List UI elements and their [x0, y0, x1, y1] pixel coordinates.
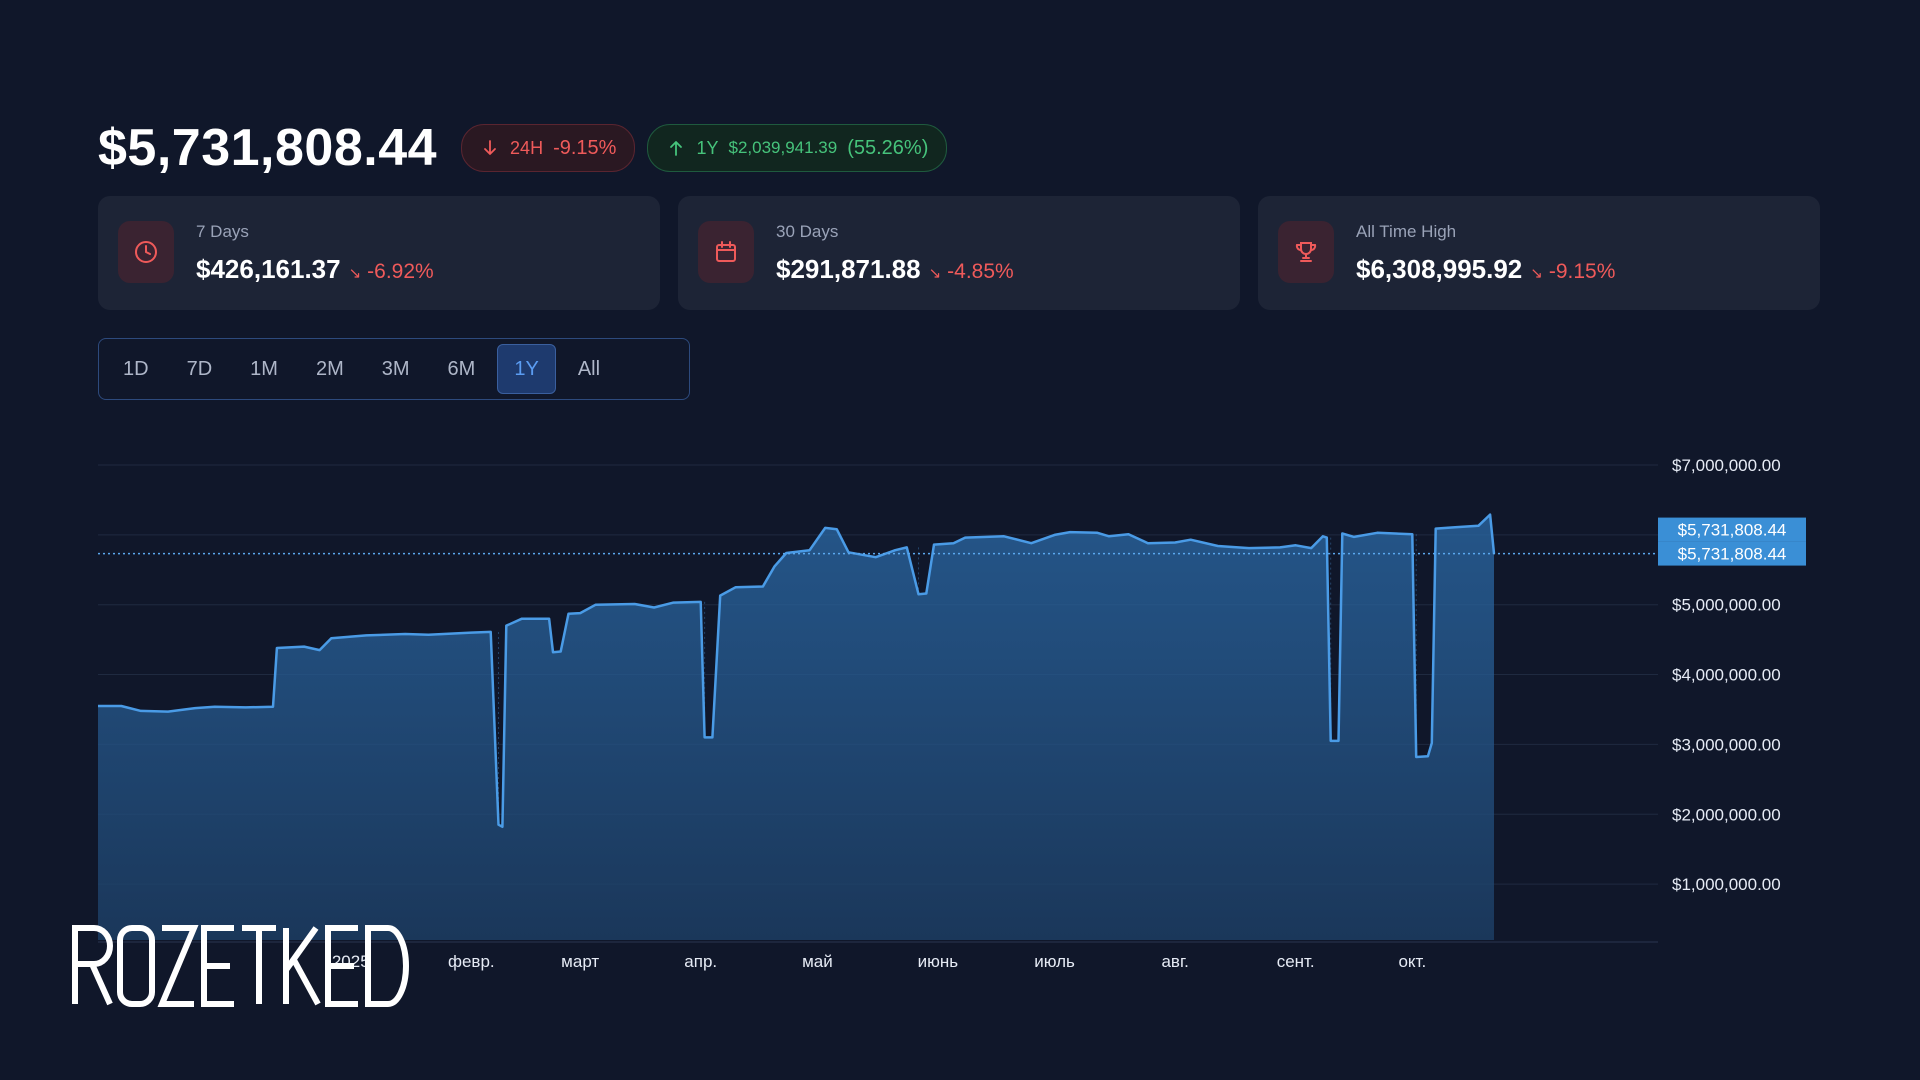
stat-card-value-row: $426,161.37 ↘ -6.92% — [196, 254, 434, 285]
stat-card-title: 7 Days — [196, 222, 249, 241]
stat-card-change: ↘ -4.85% — [929, 260, 1014, 283]
y-tick-label: $5,000,000.00 — [1672, 596, 1781, 615]
stat-card-change: ↘ -6.92% — [349, 260, 434, 283]
clock-icon — [118, 221, 174, 283]
portfolio-value-chart: $5,731,808.44 $5,731,808.44 $1,000,000.00 $… — [98, 456, 1806, 971]
x-tick-label: сент. — [1277, 952, 1315, 971]
range-button-2m[interactable]: 2M — [315, 357, 344, 380]
y-tick-label: $3,000,000.00 — [1672, 735, 1781, 754]
stat-card-all-time-high: All Time High $6,308,995.92 ↘ -9.15% — [1258, 196, 1820, 310]
stat-card-value: $291,871.88 — [776, 254, 921, 284]
x-tick-label: февр. — [448, 952, 495, 971]
change-1y-label: 1Y — [696, 137, 719, 158]
change-1y-percent: (55.26%) — [847, 136, 929, 159]
portfolio-total-value: $5,731,808.44 — [98, 119, 438, 177]
y-tick-label: $4,000,000.00 — [1672, 666, 1781, 685]
range-button-all[interactable]: All — [577, 357, 601, 380]
time-range-selector: 1D 7D 1M 2M 3M 6M 1Y All — [98, 338, 690, 400]
stat-card-value: $426,161.37 — [196, 254, 341, 284]
stat-card-title: All Time High — [1356, 222, 1457, 241]
calendar-icon — [698, 221, 754, 283]
range-button-1y[interactable]: 1Y — [497, 344, 556, 394]
trend-down-icon: ↘ — [1530, 265, 1543, 282]
current-value-label: $5,731,808.44 — [1678, 521, 1787, 540]
change-1y-badge: 1Y $2,039,941.39 (55.26%) — [647, 124, 948, 172]
change-1y-amount: $2,039,941.39 — [728, 138, 838, 157]
current-value-label: $5,731,808.44 — [1678, 545, 1787, 564]
range-button-6m[interactable]: 6M — [447, 357, 476, 380]
stat-card-7-days: 7 Days $426,161.37 ↘ -6.92% — [98, 196, 660, 310]
x-tick-label: май — [802, 952, 833, 971]
range-button-1d[interactable]: 1D — [123, 357, 149, 380]
x-tick-label: авг. — [1161, 952, 1188, 971]
trend-down-icon: ↘ — [928, 265, 942, 282]
current-value-tag — [1658, 517, 1806, 542]
stat-card-title: 30 Days — [776, 222, 839, 241]
stat-card-change-value: -6.92% — [367, 260, 434, 283]
x-tick-label: март — [561, 952, 599, 971]
x-tick-label: апр. — [684, 952, 717, 971]
change-24h-percent: -9.15% — [553, 136, 617, 159]
stat-card-value-row: $6,308,995.92 ↘ -9.15% — [1356, 254, 1615, 285]
trophy-icon — [1278, 221, 1334, 283]
change-24h-badge: 24H -9.15% — [461, 124, 636, 172]
y-tick-label: $2,000,000.00 — [1672, 805, 1781, 824]
series-area — [98, 514, 1494, 940]
stat-card-value-row: $291,871.88 ↘ -4.85% — [776, 254, 1014, 285]
x-tick-label: июнь — [918, 952, 959, 971]
rozetked-logo — [70, 922, 430, 1013]
stats-cards: 7 Days $426,161.37 ↘ -6.92% 30 Days $291,8… — [98, 196, 1820, 310]
stat-card-change: ↘ -9.15% — [1530, 260, 1615, 283]
y-tick-label: $1,000,000.00 — [1672, 875, 1781, 894]
x-tick-label: окт. — [1398, 952, 1426, 971]
arrow-up-icon — [670, 141, 683, 156]
stat-card-30-days: 30 Days $291,871.88 ↘ -4.85% — [678, 196, 1240, 310]
trend-down-icon: ↘ — [348, 265, 362, 282]
change-24h-label: 24H — [510, 137, 544, 158]
stat-card-value: $6,308,995.92 — [1356, 254, 1523, 284]
arrow-down-icon — [484, 140, 496, 155]
stat-card-change-value: -4.85% — [947, 260, 1014, 283]
current-value-tag — [1658, 541, 1806, 566]
y-tick-label: $7,000,000.00 — [1672, 456, 1781, 475]
range-button-1m[interactable]: 1M — [250, 357, 278, 380]
series-line — [98, 513, 1496, 829]
x-tick-label: июль — [1034, 952, 1075, 971]
stat-card-change-value: -9.15% — [1548, 260, 1616, 283]
portfolio-header: $5,731,808.44 24H -9.15% 1Y $2,039,941.3… — [98, 108, 959, 188]
range-button-7d[interactable]: 7D — [186, 357, 213, 380]
range-button-3m[interactable]: 3M — [381, 357, 410, 380]
